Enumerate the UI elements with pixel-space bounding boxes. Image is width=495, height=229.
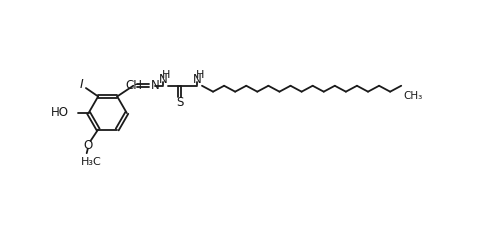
Text: S: S — [176, 96, 184, 109]
Text: O: O — [83, 139, 93, 152]
Text: H: H — [196, 70, 204, 80]
Text: H: H — [162, 70, 170, 80]
Text: I: I — [80, 78, 83, 91]
Text: N: N — [193, 73, 201, 86]
Text: CH₃: CH₃ — [403, 91, 423, 101]
Text: N: N — [159, 73, 168, 86]
Text: HO: HO — [51, 106, 69, 120]
Text: CH: CH — [125, 79, 142, 92]
Text: N: N — [151, 79, 159, 92]
Text: H₃C: H₃C — [81, 157, 101, 167]
